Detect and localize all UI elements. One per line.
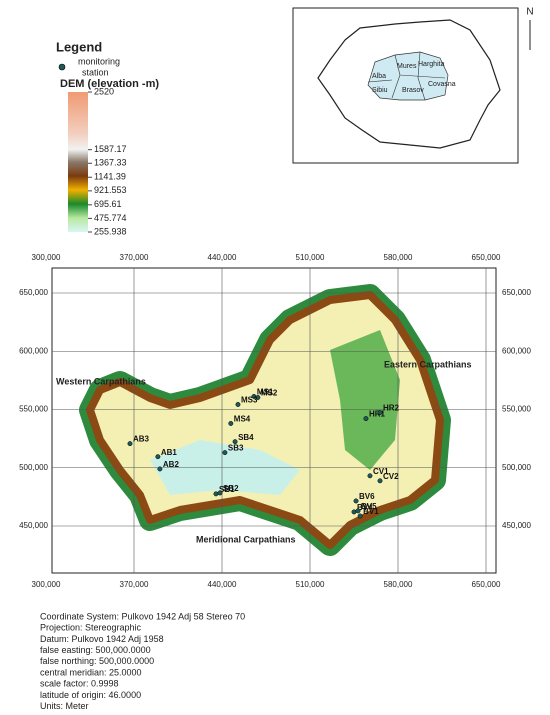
monitoring-station — [353, 498, 359, 504]
monitoring-station — [377, 478, 383, 484]
inset-county-borders — [367, 51, 446, 101]
monitoring-station — [127, 441, 133, 447]
dem-tick-label: 1587.17 — [94, 144, 127, 154]
inset-study-area — [367, 51, 449, 101]
station-label: BV5 — [361, 502, 377, 511]
station-label: BV1 — [363, 507, 379, 516]
x-tick-label: 300,000 — [32, 580, 61, 589]
projection-info: Coordinate System: Pulkovo 1942 Adj 58 S… — [40, 611, 245, 621]
projection-info: latitude of origin: 46.0000 — [40, 690, 141, 700]
dem-color-bar — [68, 92, 88, 232]
county-label: Brasov — [402, 87, 424, 94]
x-tick-label: 510,000 — [296, 580, 325, 589]
x-tick-label: 580,000 — [384, 253, 413, 262]
county-label: Mures — [397, 63, 417, 70]
legend-title: Legend — [56, 39, 102, 54]
region-label: Meridional Carpathians — [196, 534, 296, 544]
dem-tick-label: 1141.39 — [94, 172, 126, 182]
dem-title: DEM (elevation -m) — [60, 78, 159, 90]
projection-info: central meridian: 25.0000 — [40, 667, 142, 677]
projection-info: false northing: 500,000.0000 — [40, 656, 154, 666]
county-label: Alba — [372, 73, 386, 80]
projection-info: scale factor: 0.9998 — [40, 679, 119, 689]
monitoring-station — [228, 421, 234, 426]
legend-station-label: monitoring — [78, 56, 120, 66]
y-tick-label: 450,000 — [19, 521, 48, 530]
station-label: MS4 — [234, 415, 251, 424]
y-tick-label: 650,000 — [502, 288, 531, 297]
monitoring-station — [377, 410, 383, 415]
y-tick-label: 650,000 — [19, 288, 48, 297]
county-label: Harghita — [418, 61, 445, 68]
y-tick-label: 600,000 — [502, 346, 531, 355]
projection-info: false easting: 500,000.0000 — [40, 645, 151, 655]
north-label: N — [526, 7, 533, 18]
station-label: AB1 — [161, 448, 178, 457]
x-tick-label: 510,000 — [296, 253, 325, 262]
monitoring-station — [222, 450, 228, 456]
region-label: Western Carpathians — [56, 376, 146, 386]
projection-info: Datum: Pulkovo 1942 Adj 1958 — [40, 634, 164, 644]
y-tick-label: 600,000 — [19, 346, 48, 355]
monitoring-station — [232, 439, 238, 445]
monitoring-station — [255, 395, 261, 400]
station-label: SB2 — [223, 484, 239, 493]
legend-station-symbol — [58, 63, 66, 71]
legend-station-label: station — [82, 67, 109, 77]
monitoring-station — [357, 513, 363, 519]
county-label: Sibiu — [372, 87, 388, 94]
station-label: CV2 — [383, 472, 399, 481]
x-tick-label: 440,000 — [208, 253, 237, 262]
monitoring-station — [351, 509, 357, 515]
station-label: BV4 — [357, 503, 373, 512]
monitoring-station — [213, 491, 219, 497]
projection-info: Units: Meter — [40, 701, 89, 711]
station-label: BV6 — [359, 492, 375, 501]
x-tick-label: 370,000 — [120, 580, 149, 589]
y-tick-label: 550,000 — [502, 405, 531, 414]
x-tick-label: 370,000 — [120, 253, 149, 262]
dem-tick-label: 1367.33 — [94, 158, 127, 168]
monitoring-station — [155, 454, 161, 460]
y-tick-label: 500,000 — [19, 463, 48, 472]
monitoring-station — [367, 473, 373, 479]
x-tick-label: 650,000 — [472, 253, 501, 262]
station-label: SB1 — [219, 485, 235, 494]
x-tick-label: 650,000 — [472, 580, 501, 589]
station-label: AB2 — [163, 460, 180, 469]
station-label: HR1 — [369, 410, 386, 419]
dem-tick-label: 255.938 — [94, 226, 127, 236]
dem-tick-label: 921.553 — [94, 185, 127, 195]
dem-tick-label: 695.61 — [94, 199, 122, 209]
dem-tick-label: 2520 — [94, 86, 114, 96]
y-tick-label: 500,000 — [502, 463, 531, 472]
monitoring-station — [363, 416, 369, 422]
station-label: SB4 — [238, 433, 254, 442]
x-tick-label: 440,000 — [208, 580, 237, 589]
monitoring-station — [355, 508, 361, 514]
station-label: HR2 — [383, 404, 400, 413]
station-label: MS1 — [257, 388, 274, 397]
monitoring-station — [157, 466, 163, 472]
monitoring-station — [235, 402, 241, 407]
station-label: MS2 — [261, 389, 278, 398]
region-label: Eastern Carpathians — [384, 359, 472, 369]
county-label: Covasna — [428, 81, 456, 88]
station-label: CV1 — [373, 467, 389, 476]
station-label: SB3 — [228, 444, 244, 453]
terrain-highland — [330, 330, 400, 470]
x-tick-label: 580,000 — [384, 580, 413, 589]
dem-tick-label: 475.774 — [94, 213, 127, 223]
station-label: AB3 — [133, 435, 150, 444]
x-tick-label: 300,000 — [32, 253, 61, 262]
monitoring-station — [217, 490, 223, 496]
y-tick-label: 450,000 — [502, 521, 531, 530]
projection-info: Projection: Stereographic — [40, 623, 142, 633]
station-label: MS3 — [241, 396, 258, 405]
y-tick-label: 550,000 — [19, 405, 48, 414]
